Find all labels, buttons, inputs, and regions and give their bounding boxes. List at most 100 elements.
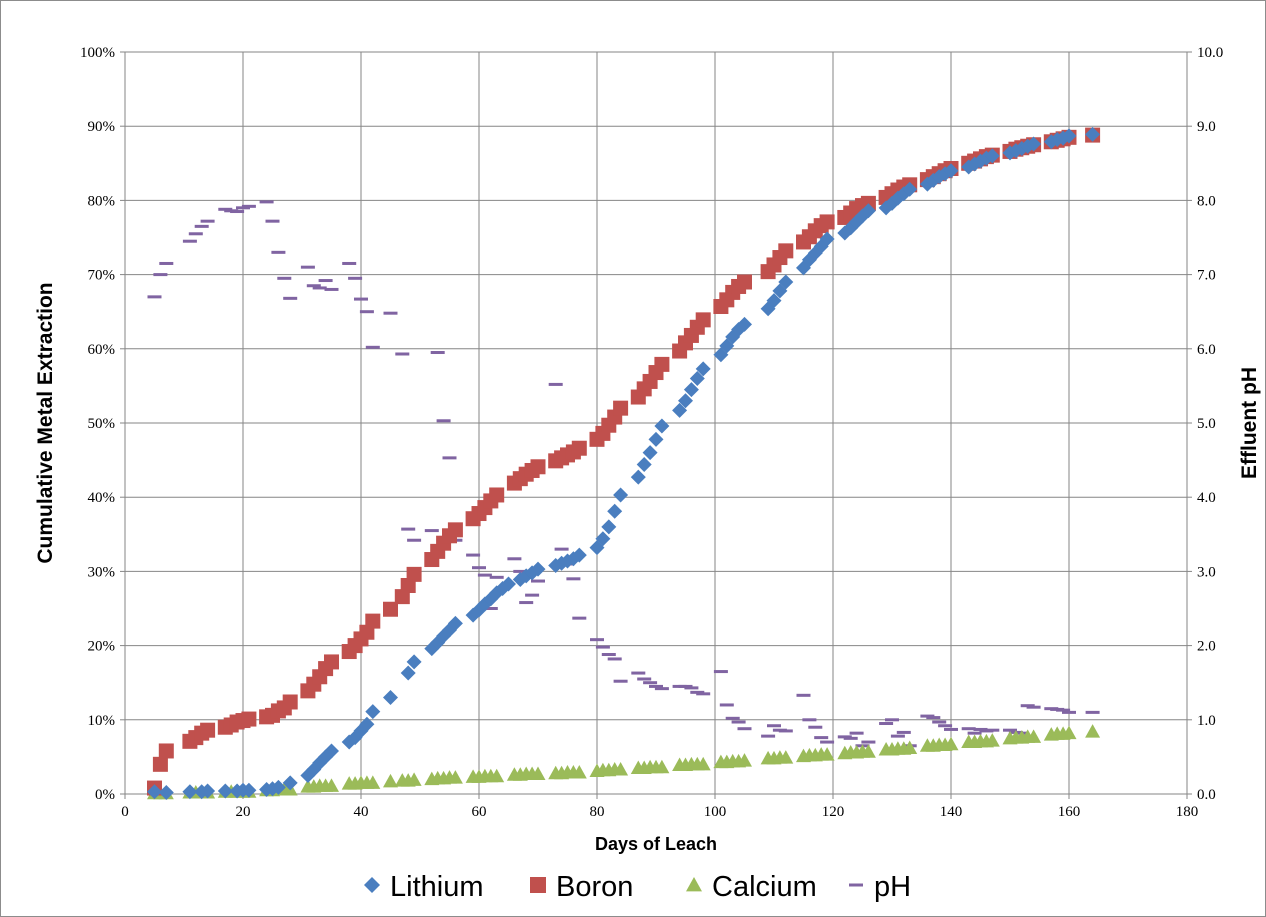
ph-point — [306, 284, 321, 288]
legend-marker-lithium — [364, 877, 380, 893]
legend-marker-boron — [530, 877, 546, 893]
boron-point — [282, 694, 298, 710]
ph-point — [696, 692, 711, 696]
ph-point — [843, 736, 858, 740]
legend-marker-ph — [849, 883, 863, 887]
ph-point — [407, 538, 422, 542]
ph-point — [808, 725, 823, 729]
ph-point — [188, 232, 203, 236]
lithium-point — [270, 779, 286, 795]
y2-tick-label: 0.0 — [1197, 787, 1216, 803]
lithium-point — [200, 783, 216, 799]
boron-point — [406, 566, 422, 582]
lithium-point — [530, 561, 546, 577]
ph-point — [348, 276, 363, 280]
series-boron — [147, 127, 1101, 796]
ph-point — [643, 681, 658, 685]
ph-point — [684, 686, 699, 690]
ph-point — [885, 718, 899, 722]
lithium-point — [613, 487, 629, 503]
ph-point — [566, 577, 581, 581]
ph-point — [796, 693, 811, 697]
ph-point — [607, 657, 622, 661]
y2-tick-label: 4.0 — [1197, 490, 1216, 506]
ph-point — [525, 593, 540, 597]
ph-point — [147, 295, 162, 299]
y-tick-label: 40% — [88, 490, 116, 506]
ph-point — [861, 740, 876, 744]
calcium-point — [571, 764, 587, 779]
boron-point — [200, 722, 216, 738]
boron-point — [365, 613, 381, 629]
legend-label: Lithium — [390, 871, 484, 903]
ph-point — [200, 219, 215, 223]
calcium-point — [383, 773, 398, 788]
lithium-point — [678, 393, 693, 409]
lithium-point — [636, 457, 652, 473]
lithium-point — [819, 231, 835, 247]
lithium-point — [695, 361, 711, 377]
ph-point — [849, 731, 864, 735]
lithium-point — [595, 531, 611, 547]
ph-point — [572, 616, 587, 620]
x-axis-ticks: 0 20 40 60 80 100 120 140 160 180 — [121, 794, 1198, 820]
ph-point — [802, 718, 817, 722]
ph-point — [649, 684, 663, 688]
lithium-point — [737, 316, 752, 332]
lithium-point — [241, 782, 257, 798]
y-tick-label: 10% — [88, 713, 116, 729]
ph-point — [725, 716, 740, 720]
lithium-point — [1085, 126, 1101, 142]
ph-point — [354, 297, 368, 301]
lithium-point — [501, 576, 516, 592]
lithium-point — [766, 293, 782, 309]
lithium-point — [365, 704, 381, 720]
ph-point — [595, 645, 610, 649]
y-tick-label: 30% — [88, 564, 116, 580]
lithium-point — [654, 418, 670, 434]
ph-point — [159, 261, 174, 265]
ph-point — [259, 200, 274, 204]
ph-point — [442, 456, 457, 460]
calcium-point — [902, 740, 918, 754]
lithium-point — [359, 716, 375, 732]
ph-point — [713, 670, 728, 674]
ph-point — [961, 727, 976, 731]
calcium-point — [1061, 725, 1077, 740]
calcium-point — [737, 753, 752, 767]
ph-point — [719, 703, 734, 707]
ph-point — [985, 728, 1000, 732]
y2-tick-label: 8.0 — [1197, 193, 1216, 209]
x-tick-label: 20 — [236, 804, 251, 820]
calcium-point — [819, 747, 835, 761]
ph-point — [401, 527, 416, 531]
boron-point — [613, 400, 629, 416]
y-tick-label: 50% — [88, 416, 116, 432]
ph-point — [932, 720, 947, 724]
ph-point — [601, 653, 616, 657]
y2-tick-label: 3.0 — [1197, 564, 1216, 580]
ph-point — [613, 679, 628, 683]
y2-tick-label: 9.0 — [1197, 119, 1216, 135]
ph-point — [241, 204, 256, 208]
ph-point — [359, 310, 374, 314]
ph-point — [814, 736, 829, 740]
y2-tick-label: 1.0 — [1197, 713, 1216, 729]
lithium-point — [447, 615, 463, 631]
boron-point — [324, 654, 339, 670]
ph-point — [778, 729, 793, 733]
x-tick-label: 100 — [704, 804, 727, 820]
ph-point — [654, 687, 669, 691]
y-tick-label: 100% — [80, 45, 115, 61]
calcium-point — [613, 762, 629, 776]
ph-point — [489, 575, 504, 579]
lithium-point — [1014, 140, 1030, 156]
ph-point — [879, 722, 894, 726]
x-tick-label: 40 — [354, 804, 369, 820]
lithium-point — [672, 402, 688, 418]
ph-point — [472, 566, 486, 570]
calcium-point — [324, 778, 339, 792]
ph-point — [1026, 705, 1041, 709]
lithium-point — [943, 163, 959, 179]
